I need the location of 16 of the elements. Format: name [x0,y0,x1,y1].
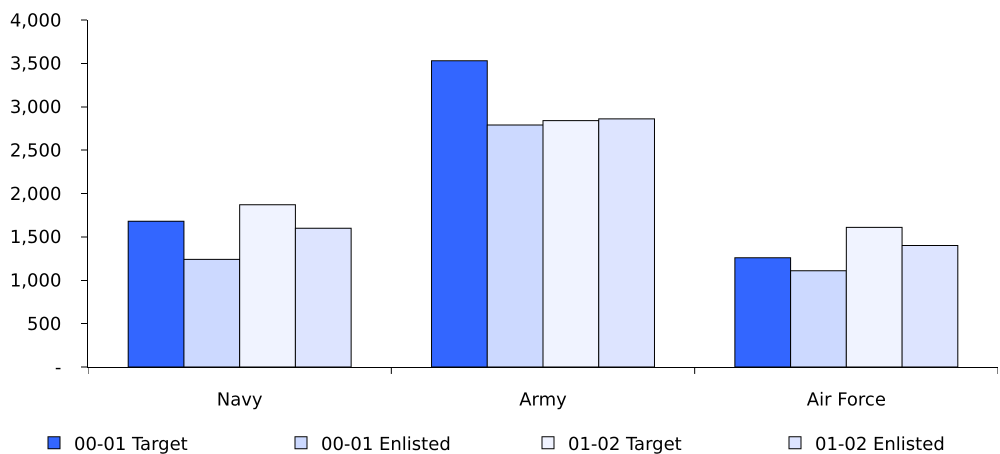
legend-label: 01-02 Target [568,434,682,454]
y-tick-label: 1,500 [10,227,62,248]
x-tick-label: Air Force [806,390,886,411]
legend-label: 01-02 Enlisted [815,434,945,454]
y-tick-label: 3,500 [10,54,62,75]
y-tick-label: 2,000 [10,184,62,205]
y-tick-label: 4,000 [10,10,62,32]
y-tick-label: 500 [27,314,62,335]
legend-label: 00-01 Enlisted [321,434,451,454]
y-tick-label: 3,000 [10,97,62,118]
x-tick-label: Army [519,390,568,411]
legend-label: 00-01 Target [74,434,188,454]
x-tick-label: Navy [216,390,263,411]
y-tick-label: 1,000 [10,270,62,292]
y-tick-label: - [54,357,62,378]
y-tick-label: 2,500 [10,140,62,162]
